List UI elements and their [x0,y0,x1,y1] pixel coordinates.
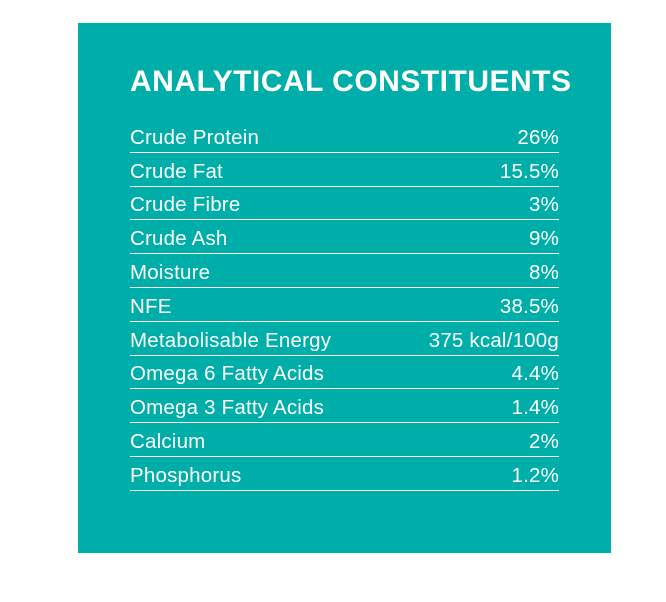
table-row: Crude Ash 9% [130,220,559,255]
constituent-label: Calcium [130,429,206,453]
table-row: Crude Protein 26% [130,119,559,153]
constituent-value: 15.5% [499,159,559,183]
constituent-value: 4.4% [511,362,559,386]
constituent-value: 8% [528,260,559,284]
table-row: Metabolisable Energy 375 kcal/100g [130,322,559,356]
constituent-label: Omega 3 Fatty Acids [130,396,325,420]
constituent-label: Metabolisable Energy [130,328,332,352]
table-row: Omega 3 Fatty Acids 1.4% [130,389,559,424]
constituent-label: Crude Protein [130,125,260,149]
table-row: Crude Fat 15.5% [130,153,559,187]
analytical-constituents-panel: ANALYTICAL CONSTITUENTS Crude Protein 26… [78,23,611,553]
constituent-label: Crude Ash [130,227,228,251]
constituent-value: 38.5% [499,294,559,318]
table-row: Moisture 8% [130,254,559,288]
constituent-value: 1.4% [511,396,559,420]
constituent-label: Moisture [130,260,211,284]
constituent-label: Crude Fat [130,159,223,183]
constituent-value: 9% [528,227,559,251]
constituents-table: Crude Protein 26% Crude Fat 15.5% Crude … [130,119,559,491]
table-row: Calcium 2% [130,423,559,457]
constituent-label: NFE [130,294,172,318]
constituent-label: Omega 6 Fatty Acids [130,362,325,386]
constituent-value: 26% [517,125,559,149]
table-row: NFE 38.5% [130,288,559,322]
constituent-value: 375 kcal/100g [428,328,559,352]
panel-title: ANALYTICAL CONSTITUENTS [130,65,572,98]
constituent-value: 2% [528,429,559,453]
table-row: Crude Fibre 3% [130,187,559,221]
constituent-value: 3% [528,193,559,217]
constituent-value: 1.2% [511,463,559,487]
constituent-label: Crude Fibre [130,193,241,217]
table-row: Omega 6 Fatty Acids 4.4% [130,356,559,390]
constituent-label: Phosphorus [130,463,242,487]
table-row: Phosphorus 1.2% [130,457,559,491]
